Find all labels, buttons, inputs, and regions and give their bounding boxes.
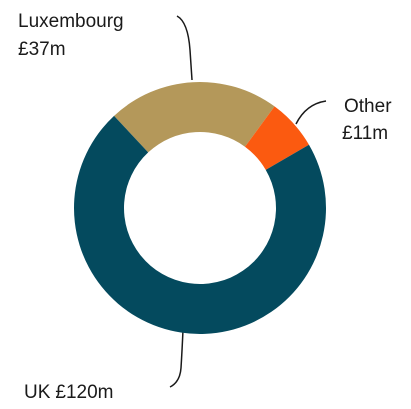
donut-segment (74, 115, 327, 335)
leader-line (176, 15, 193, 81)
category-label: Luxembourg (18, 11, 124, 32)
value-label: £11m (342, 123, 388, 144)
value-label: £120m (55, 382, 113, 403)
category-label: Other (344, 96, 392, 117)
donut-segment (244, 106, 309, 170)
category-label: UK (24, 382, 51, 403)
leader-line (169, 329, 184, 388)
value-label: £37m (18, 39, 66, 60)
donut-segment (114, 82, 275, 153)
leader-line (295, 100, 327, 125)
